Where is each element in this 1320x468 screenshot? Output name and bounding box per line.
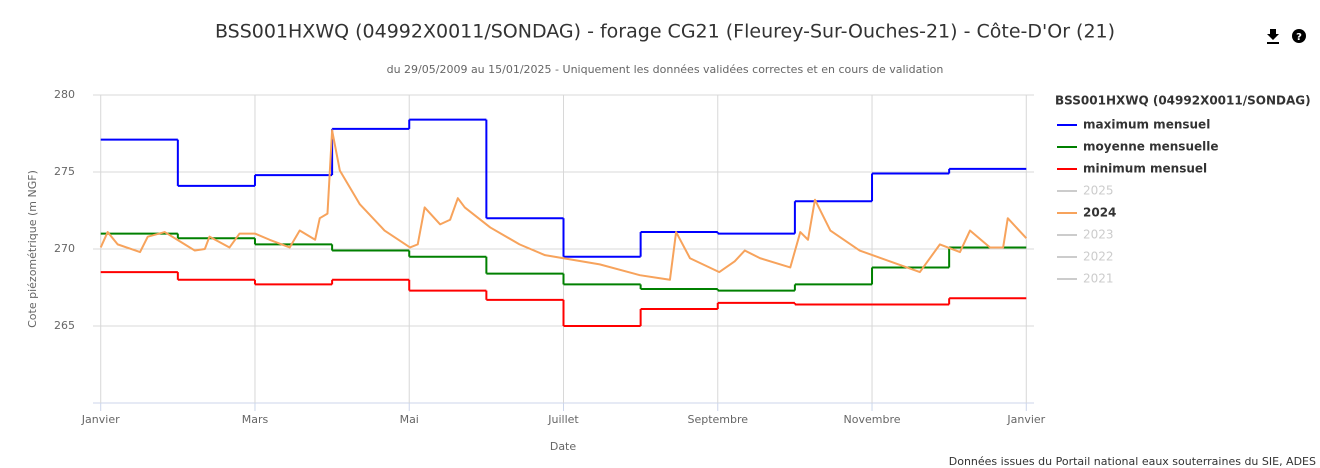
x-tick-label: Mai (400, 413, 419, 426)
legend-title: BSS001HXWQ (04992X0011/SONDAG) (1055, 94, 1311, 108)
y-axis-label: Cote piézométrique (m NGF) (26, 170, 39, 328)
legend-label: minimum mensuel (1083, 162, 1207, 176)
download-icon[interactable] (1267, 29, 1279, 44)
legend-item[interactable]: 2025 (1057, 184, 1114, 198)
x-tick-label: Janvier (81, 413, 120, 426)
credits: Données issues du Portail national eaux … (949, 455, 1316, 468)
legend-label: maximum mensuel (1083, 118, 1210, 132)
legend-label: moyenne mensuelle (1083, 140, 1219, 154)
series-line (99, 129, 1028, 281)
y-tick-label: 280 (54, 88, 75, 101)
x-tick-label: Mars (242, 413, 269, 426)
y-tick-label: 265 (54, 319, 75, 332)
y-tick-label: 270 (54, 242, 75, 255)
chart-title: BSS001HXWQ (04992X0011/SONDAG) - forage … (215, 21, 1115, 43)
help-icon[interactable]: ? (1292, 29, 1306, 43)
legend-item[interactable]: 2023 (1057, 228, 1114, 242)
x-tick-label: Juillet (547, 413, 579, 426)
legend-label: 2022 (1083, 250, 1114, 264)
legend-item[interactable]: 2024 (1057, 206, 1116, 220)
y-tick-label: 275 (54, 165, 75, 178)
legend-item[interactable]: 2021 (1057, 272, 1114, 286)
legend-item[interactable]: minimum mensuel (1057, 162, 1207, 176)
legend-label: 2023 (1083, 228, 1114, 242)
x-tick-label: Novembre (844, 413, 901, 426)
legend-item[interactable]: 2022 (1057, 250, 1114, 264)
legend-label: 2024 (1083, 206, 1116, 220)
chart-subtitle: du 29/05/2009 au 15/01/2025 - Uniquement… (387, 63, 944, 76)
x-tick-label: Septembre (687, 413, 748, 426)
svg-text:?: ? (1296, 32, 1302, 43)
x-axis-label: Date (550, 440, 577, 453)
legend-item[interactable]: maximum mensuel (1057, 118, 1210, 132)
x-tick-label: Janvier (1006, 413, 1045, 426)
legend-label: 2021 (1083, 272, 1114, 286)
legend-item[interactable]: moyenne mensuelle (1057, 140, 1219, 154)
legend-label: 2025 (1083, 184, 1114, 198)
